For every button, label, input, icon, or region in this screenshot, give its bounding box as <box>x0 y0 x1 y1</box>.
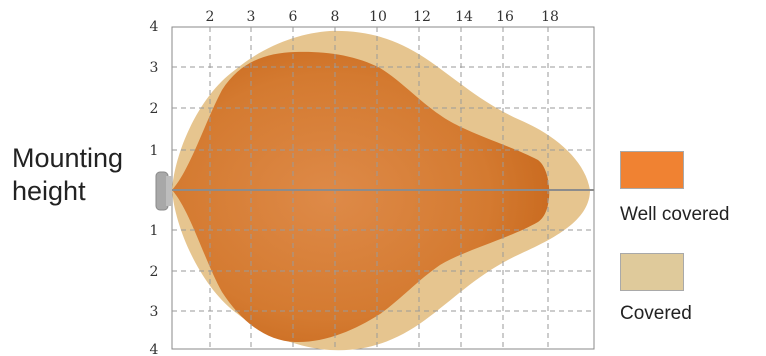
mounting-height-line1: Mounting <box>12 143 124 173</box>
mounting-height-label: Mounting height <box>12 142 123 208</box>
legend-label-well-covered: Well covered <box>620 204 730 225</box>
top-tick: 2 <box>206 9 215 25</box>
lamp-lens <box>166 176 172 206</box>
legend-swatch-well-covered <box>620 151 684 189</box>
top-axis-ticks: 2 3 6 8 10 12 14 16 18 <box>206 9 559 25</box>
well-covered-area <box>172 51 550 343</box>
left-tick: 2 <box>150 264 159 280</box>
left-tick: 2 <box>150 101 159 117</box>
top-tick: 10 <box>369 9 387 25</box>
legend-label-covered: Covered <box>620 303 692 324</box>
top-tick: 6 <box>289 9 298 25</box>
top-tick: 3 <box>247 9 256 25</box>
left-tick: 4 <box>150 342 159 356</box>
top-tick: 16 <box>496 9 514 25</box>
left-tick: 3 <box>150 304 159 320</box>
top-tick: 18 <box>541 9 559 25</box>
legend-swatch-covered <box>620 253 684 291</box>
top-tick: 14 <box>455 9 473 25</box>
left-tick: 1 <box>150 143 159 159</box>
left-tick: 1 <box>150 223 159 239</box>
grid <box>172 27 594 349</box>
mounting-height-line2: height <box>12 176 86 206</box>
top-tick: 12 <box>413 9 431 25</box>
left-axis-ticks: 4 3 2 1 1 2 3 4 <box>150 19 159 356</box>
left-tick: 4 <box>150 19 159 35</box>
top-tick: 8 <box>331 9 340 25</box>
left-tick: 3 <box>150 60 159 76</box>
